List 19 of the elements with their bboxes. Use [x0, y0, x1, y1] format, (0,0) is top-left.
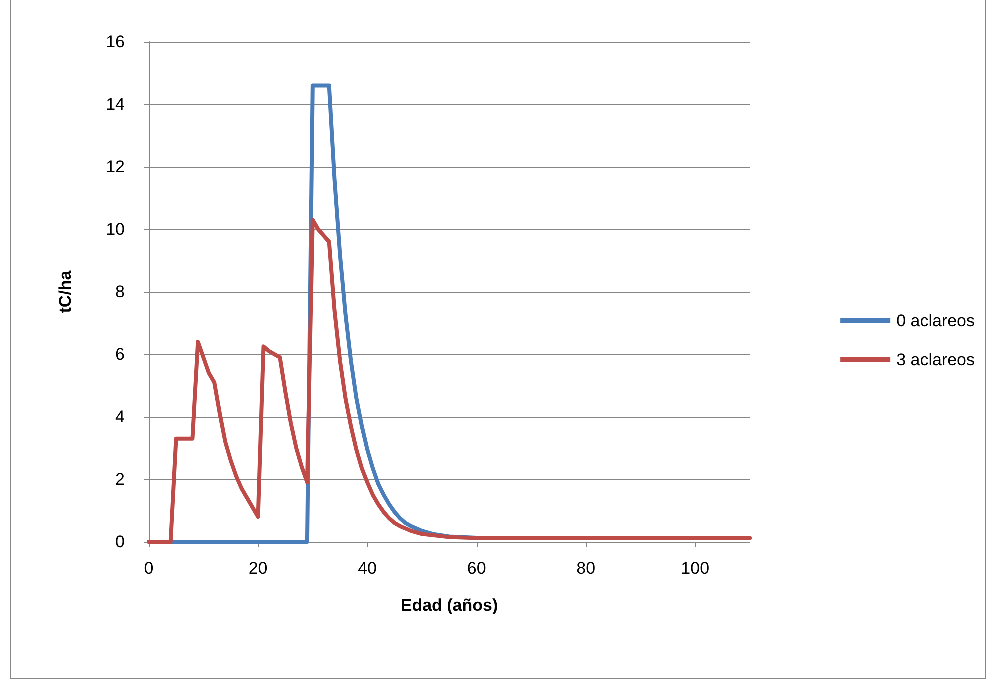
y-axis-title: tC/ha: [56, 270, 75, 314]
y-tick-label: 16: [106, 32, 125, 52]
x-tick-label: 0: [144, 559, 154, 578]
y-tick-label: 14: [106, 95, 125, 114]
y-tick-label: 8: [116, 282, 125, 302]
y-tick-label: 10: [106, 220, 125, 239]
x-tick-label: 80: [576, 559, 596, 578]
x-tick-label: 60: [467, 559, 486, 578]
x-tick-label: 20: [248, 559, 268, 578]
y-tick-label: 4: [116, 408, 125, 426]
y-tick-label: 0: [116, 532, 125, 552]
x-tick-label: 100: [681, 559, 710, 578]
y-tick-label: 2: [116, 470, 125, 489]
legend-label: 3 aclareos: [896, 350, 976, 370]
y-tick-label: 12: [106, 158, 125, 176]
x-axis-title: Edad (años): [400, 596, 498, 615]
legend-label: 0 aclareos: [896, 312, 976, 330]
y-tick-label: 6: [116, 345, 125, 364]
x-tick-label: 40: [358, 559, 378, 578]
